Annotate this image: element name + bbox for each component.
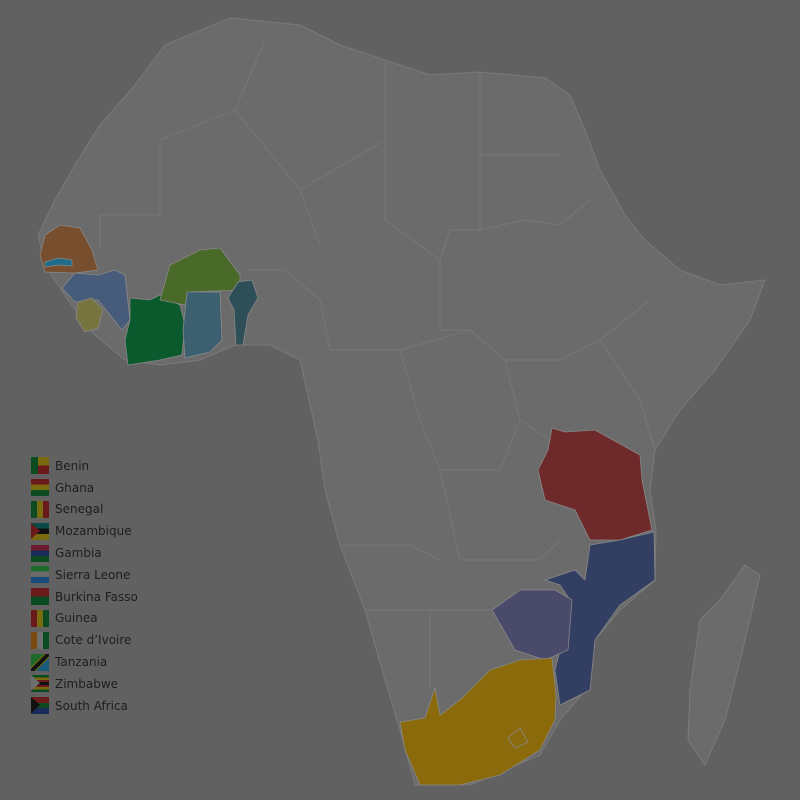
legend-item-guinea: Guinea [31,608,138,630]
burkina-faso-flag-icon [31,588,49,606]
senegal-flag-icon [31,500,49,518]
legend-item-benin: Benin [31,455,138,477]
country-cote-divoire[interactable] [124,294,186,366]
legend-item-sierra-leone: Sierra Leone [31,564,138,586]
legend-item-gambia: Gambia [31,542,138,564]
internal-borders [99,39,656,690]
legend-item-mozambique: Mozambique [31,520,138,542]
benin-flag-icon [31,457,49,475]
legend-item-senegal: Senegal [31,499,138,521]
legend-item-burkina-faso: Burkina Fasso [31,586,138,608]
south-africa-flag-icon [31,697,49,715]
legend-item-zimbabwe: Zimbabwe [31,673,138,695]
legend-item-ghana: Ghana [31,477,138,499]
gambia-flag-icon [31,544,49,562]
legend-item-cote-divoire: Cote d’Ivoire [31,629,138,651]
country-ghana[interactable] [182,291,223,359]
country-south-africa[interactable] [399,657,557,786]
legend-item-tanzania: Tanzania [31,651,138,673]
legend-item-south-africa: South Africa [31,695,138,717]
country-gambia[interactable] [44,257,73,268]
country-zimbabwe[interactable] [491,589,573,661]
country-benin[interactable] [227,279,259,346]
ghana-flag-icon [31,479,49,497]
cote-divoire-flag-icon [31,631,49,649]
africa-landmass [37,17,766,786]
guinea-flag-icon [31,609,49,627]
mozambique-flag-icon [31,522,49,540]
zimbabwe-flag-icon [31,675,49,693]
sierra-leone-flag-icon [31,566,49,584]
country-sierra-leone[interactable] [75,297,104,333]
country-mozambique[interactable] [543,531,656,706]
legend: Benin Ghana Senegal Mozambique Gambia Si… [31,455,138,717]
madagascar [687,564,761,767]
tanzania-flag-icon [31,653,49,671]
